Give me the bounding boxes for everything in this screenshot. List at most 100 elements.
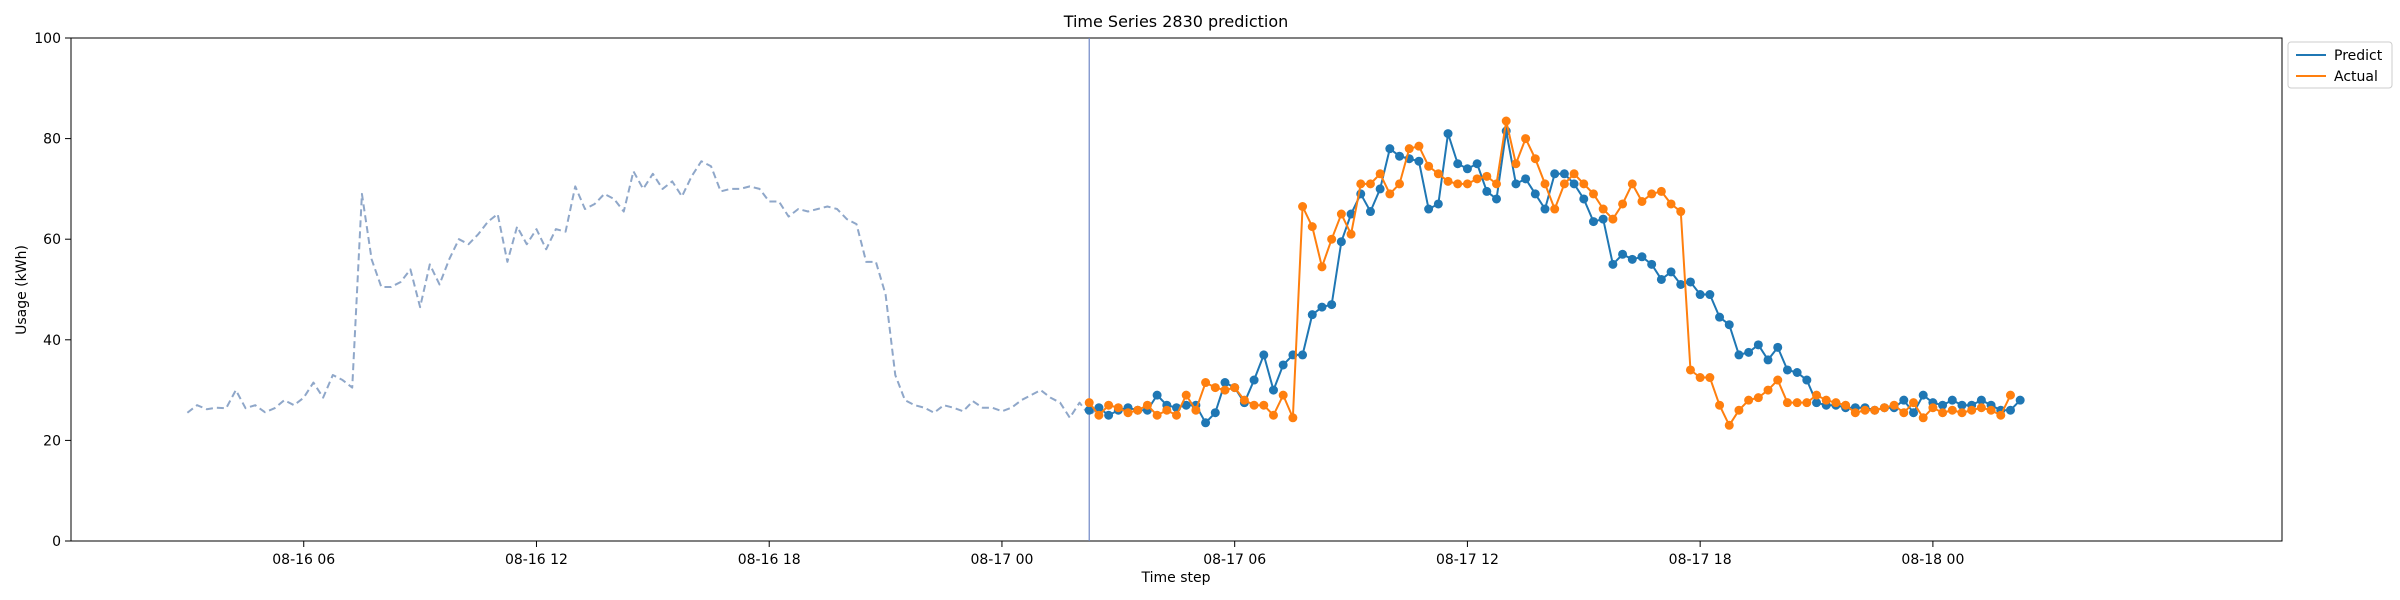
- actual-data-point: [1162, 405, 1172, 415]
- actual-data-point: [1395, 179, 1405, 189]
- actual-data-point: [1569, 169, 1579, 179]
- predict-data-point: [1298, 350, 1308, 360]
- predict-data-point: [1346, 209, 1356, 219]
- actual-data-point: [1356, 179, 1366, 189]
- x-tick-label: 08-16 18: [738, 552, 801, 568]
- predict-data-point: [1433, 199, 1443, 209]
- actual-data-point: [1220, 385, 1230, 395]
- actual-data-point: [1870, 405, 1880, 415]
- predict-data-point: [1705, 290, 1715, 300]
- actual-data-point: [1133, 405, 1143, 415]
- actual-data-point: [1976, 403, 1986, 413]
- actual-data-point: [1201, 378, 1211, 388]
- actual-data-point: [1656, 186, 1666, 196]
- actual-data-point: [1957, 408, 1967, 418]
- actual-data-point: [1424, 161, 1434, 171]
- actual-data-point: [1152, 410, 1162, 420]
- predict-data-point: [1201, 418, 1211, 428]
- predict-data-point: [1695, 290, 1705, 300]
- x-tick-label: 08-17 12: [1436, 552, 1499, 568]
- predict-data-point: [1792, 368, 1802, 377]
- actual-data-point: [1239, 395, 1249, 405]
- actual-data-point: [1104, 400, 1114, 410]
- y-tick-label: 80: [43, 132, 61, 148]
- predict-data-point: [1414, 156, 1424, 166]
- actual-data-point: [1802, 398, 1812, 408]
- actual-data-point: [1462, 179, 1472, 189]
- actual-data-point: [1938, 408, 1948, 418]
- predict-data-point: [1802, 375, 1812, 385]
- actual-data-point: [1550, 204, 1560, 214]
- actual-data-point: [1317, 262, 1327, 272]
- actual-data-point: [1812, 390, 1822, 400]
- actual-data-point: [1889, 400, 1899, 410]
- predict-data-point: [1375, 184, 1385, 194]
- actual-data-point: [1375, 169, 1385, 179]
- y-tick-label: 40: [43, 333, 61, 349]
- x-axis-label: Time step: [1141, 570, 1211, 586]
- actual-data-point: [1288, 413, 1298, 423]
- predict-data-point: [1259, 350, 1269, 360]
- actual-data-point: [1967, 405, 1977, 415]
- actual-data-point: [1365, 179, 1375, 189]
- actual-data-point: [1666, 199, 1676, 209]
- predict-data-point: [1763, 355, 1773, 365]
- actual-data-point: [1210, 383, 1220, 393]
- actual-data-point: [1588, 189, 1598, 199]
- predict-data-point: [1676, 279, 1686, 289]
- actual-data-point: [1530, 154, 1540, 164]
- actual-data-point: [1685, 365, 1695, 375]
- y-tick-label: 60: [43, 232, 61, 248]
- predict-data-point: [1569, 179, 1579, 189]
- predict-data-point: [1724, 320, 1734, 330]
- actual-data-point: [1850, 408, 1860, 418]
- predict-data-point: [1492, 194, 1502, 204]
- chart-title: Time Series 2830 prediction: [1063, 12, 1289, 31]
- predict-data-point: [1443, 129, 1453, 139]
- actual-data-point: [1511, 159, 1521, 169]
- predict-data-point: [1744, 347, 1754, 357]
- predict-data-point: [1608, 259, 1618, 269]
- x-tick-label: 08-16 06: [272, 552, 335, 568]
- actual-data-point: [1191, 405, 1201, 415]
- actual-data-point: [1753, 393, 1763, 403]
- actual-data-point: [1821, 395, 1831, 405]
- predict-data-point: [1753, 340, 1763, 350]
- predict-data-point: [1327, 300, 1337, 310]
- predict-data-point: [1812, 398, 1822, 408]
- predict-data-point: [1249, 375, 1259, 385]
- actual-data-point: [1113, 403, 1123, 413]
- predict-data-point: [1462, 164, 1472, 174]
- actual-data-point: [1763, 385, 1773, 395]
- predict-data-point: [1715, 312, 1725, 322]
- actual-data-point: [1618, 199, 1628, 209]
- predict-data-point: [1094, 403, 1104, 413]
- y-tick-label: 0: [52, 534, 61, 550]
- predict-data-point: [1918, 390, 1928, 400]
- actual-data-point: [1724, 420, 1734, 430]
- y-tick-label: 20: [43, 433, 61, 449]
- actual-data-point: [1579, 179, 1589, 189]
- actual-data-point: [1404, 144, 1414, 154]
- actual-data-point: [1841, 400, 1851, 410]
- actual-data-point: [1773, 375, 1783, 385]
- series-layer: [186, 116, 2025, 430]
- predict-data-point: [1307, 310, 1317, 320]
- predict-data-point: [1521, 174, 1531, 184]
- predict-data-point: [1540, 204, 1550, 214]
- predict-data-point: [1152, 390, 1162, 400]
- predict-data-point: [1559, 169, 1569, 179]
- actual-data-point: [1831, 398, 1841, 408]
- predict-data-point: [1453, 159, 1463, 169]
- actual-data-point: [1230, 383, 1240, 393]
- actual-data-point: [1268, 410, 1278, 420]
- actual-data-point: [1879, 403, 1889, 413]
- y-axis: 0 20 40 60 80 100: [34, 31, 71, 550]
- actual-data-point: [1094, 410, 1104, 420]
- predict-data-point: [1656, 274, 1666, 284]
- actual-data-point: [1909, 398, 1918, 408]
- x-tick-label: 08-17 18: [1669, 552, 1732, 568]
- predict-data-point: [1268, 385, 1278, 395]
- actual-data-point: [1433, 169, 1443, 179]
